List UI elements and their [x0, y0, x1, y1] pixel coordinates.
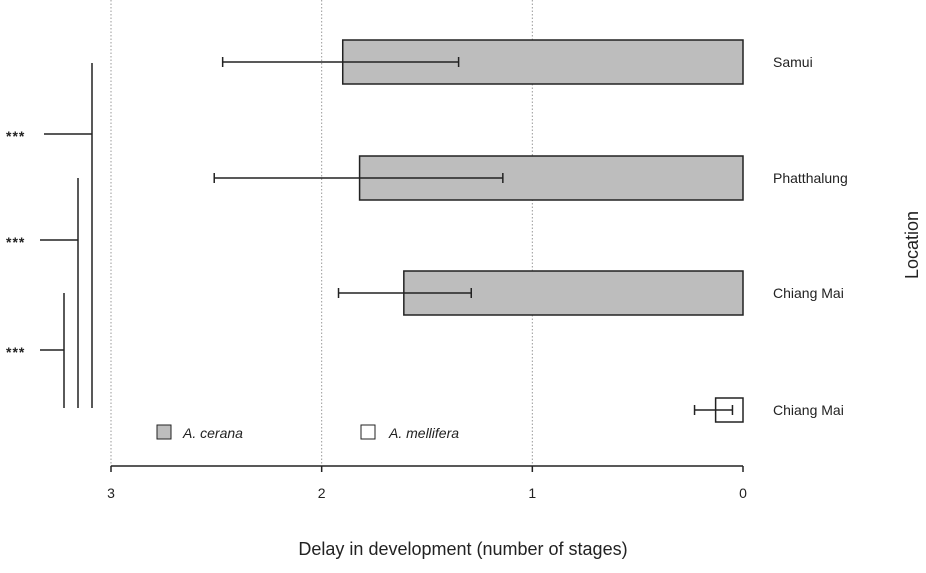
- legend: A. cerana A. mellifera: [156, 424, 459, 441]
- x-tick-label-1: 2: [318, 485, 326, 501]
- significance-label-3: ***: [6, 344, 25, 360]
- category-labels: Samui Phatthalung Chiang Mai Chiang Mai: [773, 54, 848, 418]
- y-axis-title: Location: [902, 211, 922, 279]
- error-bars: [213, 57, 734, 415]
- legend-label-mellifera: A. mellifera: [388, 425, 459, 441]
- x-tick-label-2: 1: [528, 485, 536, 501]
- significance-label-2: ***: [6, 234, 25, 250]
- bars: [341, 39, 744, 423]
- category-label-1: Phatthalung: [773, 170, 848, 186]
- x-axis-ticks: 3 2 1 0: [107, 466, 747, 501]
- category-label-2: Chiang Mai: [773, 285, 844, 301]
- significance-label-1: ***: [6, 128, 25, 144]
- category-label-0: Samui: [773, 54, 813, 70]
- legend-swatch-mellifera: [360, 424, 376, 440]
- significance-brackets: *** *** ***: [6, 63, 93, 408]
- category-label-3: Chiang Mai: [773, 402, 844, 418]
- legend-label-cerana: A. cerana: [182, 425, 243, 441]
- x-axis-title: Delay in development (number of stages): [298, 539, 627, 559]
- x-tick-label-3: 0: [739, 485, 747, 501]
- x-tick-label-0: 3: [107, 485, 115, 501]
- legend-swatch-cerana: [156, 424, 172, 440]
- bar-0: [341, 39, 744, 85]
